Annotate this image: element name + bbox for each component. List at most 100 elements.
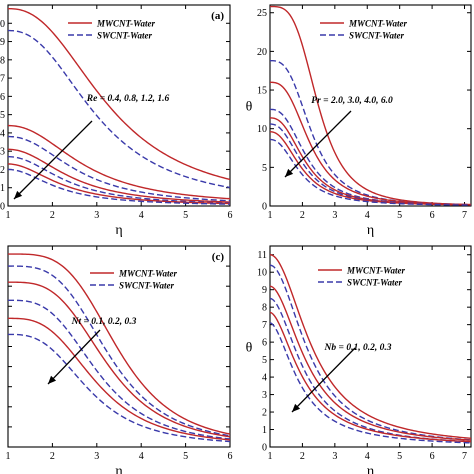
y-tick-label: 7 <box>262 320 267 331</box>
y-tick-label: 10 <box>0 19 5 30</box>
y-tick-label: 8 <box>262 303 267 314</box>
y-tick-label: 5 <box>262 163 267 174</box>
y-tick-label: 4 <box>0 128 5 139</box>
y-tick-label: 2 <box>262 408 267 419</box>
x-tick-label: 3 <box>332 210 337 221</box>
y-tick-label: 7 <box>0 74 5 85</box>
series-line-mwcnt <box>7 7 231 181</box>
series-line-swcnt <box>7 155 231 204</box>
x-axis-label: η <box>115 223 122 238</box>
series-line-mwcnt <box>269 131 472 206</box>
x-tick-label: 4 <box>365 210 370 221</box>
x-tick-label: 7 <box>462 210 467 221</box>
series-line-swcnt <box>269 297 472 443</box>
y-tick-label: 4 <box>262 373 267 384</box>
series-line-swcnt <box>8 333 231 443</box>
series-line-mwcnt <box>269 311 472 443</box>
parameter-annotation: Nt = 0.1, 0.2, 0.3 <box>71 317 137 327</box>
series-line-swcnt <box>269 322 472 444</box>
trend-arrow <box>13 120 93 200</box>
y-tick-label: 11 <box>257 250 267 261</box>
series-line-mwcnt <box>8 281 231 438</box>
series-line-swcnt <box>7 29 231 189</box>
y-tick-label: 9 <box>262 285 267 296</box>
legend-label: MWCNT-Water <box>348 19 408 29</box>
x-tick-label: 7 <box>462 451 467 462</box>
legend-label: SWCNT-Water <box>347 278 403 288</box>
x-tick-label: 1 <box>268 210 273 221</box>
chart-panel-2: 1 2 3 4 5 6 7 0 5 10 15 20 25 MWCNT-Water SWCNT-Water P… <box>246 4 472 238</box>
y-tick-label: 6 <box>262 338 267 349</box>
y-tick-label: 0 <box>262 443 267 454</box>
y-tick-label: 10 <box>257 268 267 279</box>
series-line-swcnt <box>269 108 472 206</box>
trend-arrowhead <box>285 168 294 177</box>
y-tick-label: 20 <box>257 47 267 58</box>
x-tick-label: 1 <box>6 210 11 221</box>
x-tick-label: 1 <box>6 451 11 462</box>
x-tick-label: 1 <box>268 451 273 462</box>
x-tick-label: 2 <box>50 451 55 462</box>
series-line-mwcnt <box>269 285 472 441</box>
x-tick-label: 4 <box>139 210 144 221</box>
y-tick-label: 2 <box>0 165 5 176</box>
y-tick-label: 3 <box>0 147 5 158</box>
series-line-mwcnt <box>8 317 231 441</box>
legend-label: SWCNT-Water <box>119 281 175 291</box>
y-tick-label: 3 <box>262 390 267 401</box>
x-tick-label: 5 <box>397 451 402 462</box>
series-line-mwcnt <box>7 148 231 203</box>
plot-frame <box>269 245 472 448</box>
y-tick-label: 1 <box>262 425 267 436</box>
x-tick-label: 3 <box>332 451 337 462</box>
trend-arrowhead <box>292 403 301 412</box>
legend-label: SWCNT-Water <box>349 31 405 41</box>
parameter-annotation: Nb = 0.1, 0.2, 0.3 <box>324 343 392 353</box>
y-tick-label: 10 <box>257 124 267 135</box>
x-tick-label: 2 <box>300 210 305 221</box>
y-tick-label: 6 <box>0 92 5 103</box>
plot-frame <box>269 4 472 207</box>
x-tick-label: 6 <box>228 451 233 462</box>
x-tick-label: 2 <box>50 210 55 221</box>
trend-arrow <box>47 329 101 385</box>
x-axis-label: η <box>367 223 374 238</box>
trend-arrow <box>291 347 356 413</box>
series-line-swcnt <box>8 265 231 437</box>
trend-arrowhead <box>48 375 57 384</box>
series-line-mwcnt <box>7 163 231 205</box>
legend-label: MWCNT-Water <box>118 269 178 279</box>
y-tick-label: 15 <box>257 86 267 97</box>
y-tick-label: 25 <box>257 8 267 19</box>
x-axis-label: η <box>115 464 122 474</box>
x-tick-label: 5 <box>183 451 188 462</box>
series-line-swcnt <box>269 123 472 206</box>
chart-panel-3: 1 2 3 4 5 6 MWCNT-Water SWCNT-Water Nt = 0.1, 0.… <box>6 245 233 474</box>
series-line-mwcnt <box>269 254 472 439</box>
y-tick-label: 0 <box>262 202 267 213</box>
y-axis-label: θ <box>246 341 253 356</box>
y-tick-label: 5 <box>0 110 5 121</box>
legend-label: SWCNT-Water <box>97 31 153 41</box>
chart-panel-4: 1 2 3 4 5 6 701234567891011MWCNT-WaterSWCNT-Wa… <box>246 245 472 474</box>
x-tick-label: 4 <box>365 451 370 462</box>
y-tick-label: 8 <box>0 55 5 66</box>
trend-arrow <box>284 110 352 178</box>
y-axis-label: θ <box>246 100 253 115</box>
x-tick-label: 6 <box>228 210 233 221</box>
parameter-annotation: Re = 0.4, 0.8, 1.2, 1.6 <box>86 94 170 104</box>
trend-arrowhead <box>14 190 23 199</box>
x-tick-label: 3 <box>94 451 99 462</box>
x-tick-label: 6 <box>430 451 435 462</box>
x-tick-label: 5 <box>397 210 402 221</box>
y-tick-label: 1 <box>0 183 5 194</box>
series-line-swcnt <box>7 168 231 205</box>
series-line-swcnt <box>269 59 472 206</box>
plot-frame <box>7 4 231 207</box>
chart-panel-1: 123456012345678910MWCNT-WaterSWCNT-Water… <box>0 4 233 238</box>
x-axis-label: η <box>367 464 374 474</box>
x-tick-label: 3 <box>94 210 99 221</box>
series-line-mwcnt <box>8 253 231 435</box>
series-line-swcnt <box>8 299 231 440</box>
